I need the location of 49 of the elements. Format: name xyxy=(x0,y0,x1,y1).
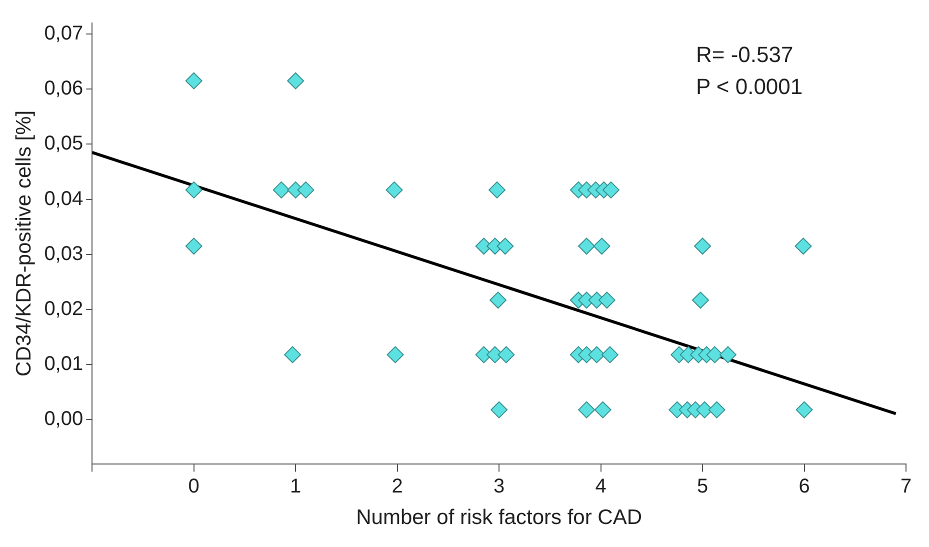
point xyxy=(796,401,813,418)
point xyxy=(706,346,724,364)
point xyxy=(498,346,515,364)
point xyxy=(185,238,202,255)
point xyxy=(297,181,314,198)
point xyxy=(794,238,812,255)
x-axis-title: Number of risk factors for CAD xyxy=(356,506,642,530)
y-tick-label: 0,01 xyxy=(44,353,84,376)
point xyxy=(490,401,508,418)
point xyxy=(488,181,506,198)
y-tick-label: 0,02 xyxy=(44,298,84,320)
y-tick-label: 0,03 xyxy=(44,242,84,265)
x-tick-label: 7 xyxy=(900,475,912,498)
point xyxy=(185,181,202,198)
point xyxy=(708,401,726,418)
point xyxy=(594,401,612,418)
point xyxy=(496,238,514,255)
point xyxy=(694,238,712,255)
point xyxy=(578,238,596,255)
point xyxy=(719,346,736,364)
point xyxy=(490,292,507,309)
point xyxy=(598,292,616,309)
x-tick-label: 6 xyxy=(798,475,810,498)
y-tick-label: 0,04 xyxy=(44,188,84,210)
annotation: P < 0.0001 xyxy=(696,74,803,100)
y-tick-label: 0,06 xyxy=(44,78,84,100)
point xyxy=(185,72,202,90)
x-tick-label: 1 xyxy=(290,475,302,498)
point xyxy=(578,401,596,418)
annotation: R= -0.537 xyxy=(696,42,794,68)
y-axis-title: CD34/KDR-positive cells [%] xyxy=(12,110,36,376)
y-tick-label: 0,07 xyxy=(44,22,84,45)
x-tick-label: 2 xyxy=(392,475,403,498)
point xyxy=(593,238,610,255)
point xyxy=(287,72,304,90)
point xyxy=(601,346,618,364)
point xyxy=(588,346,606,364)
x-tick-label: 4 xyxy=(595,475,606,498)
x-tick-label: 3 xyxy=(494,475,505,498)
point xyxy=(386,346,404,364)
point xyxy=(284,346,302,364)
x-tick-label: 0 xyxy=(188,475,200,498)
point xyxy=(692,292,709,309)
point xyxy=(386,181,403,198)
y-tick-label: 0,05 xyxy=(44,132,84,155)
x-tick-label: 5 xyxy=(696,475,708,498)
y-tick-label: 0,00 xyxy=(44,408,84,430)
point xyxy=(602,181,620,198)
point xyxy=(272,181,290,198)
